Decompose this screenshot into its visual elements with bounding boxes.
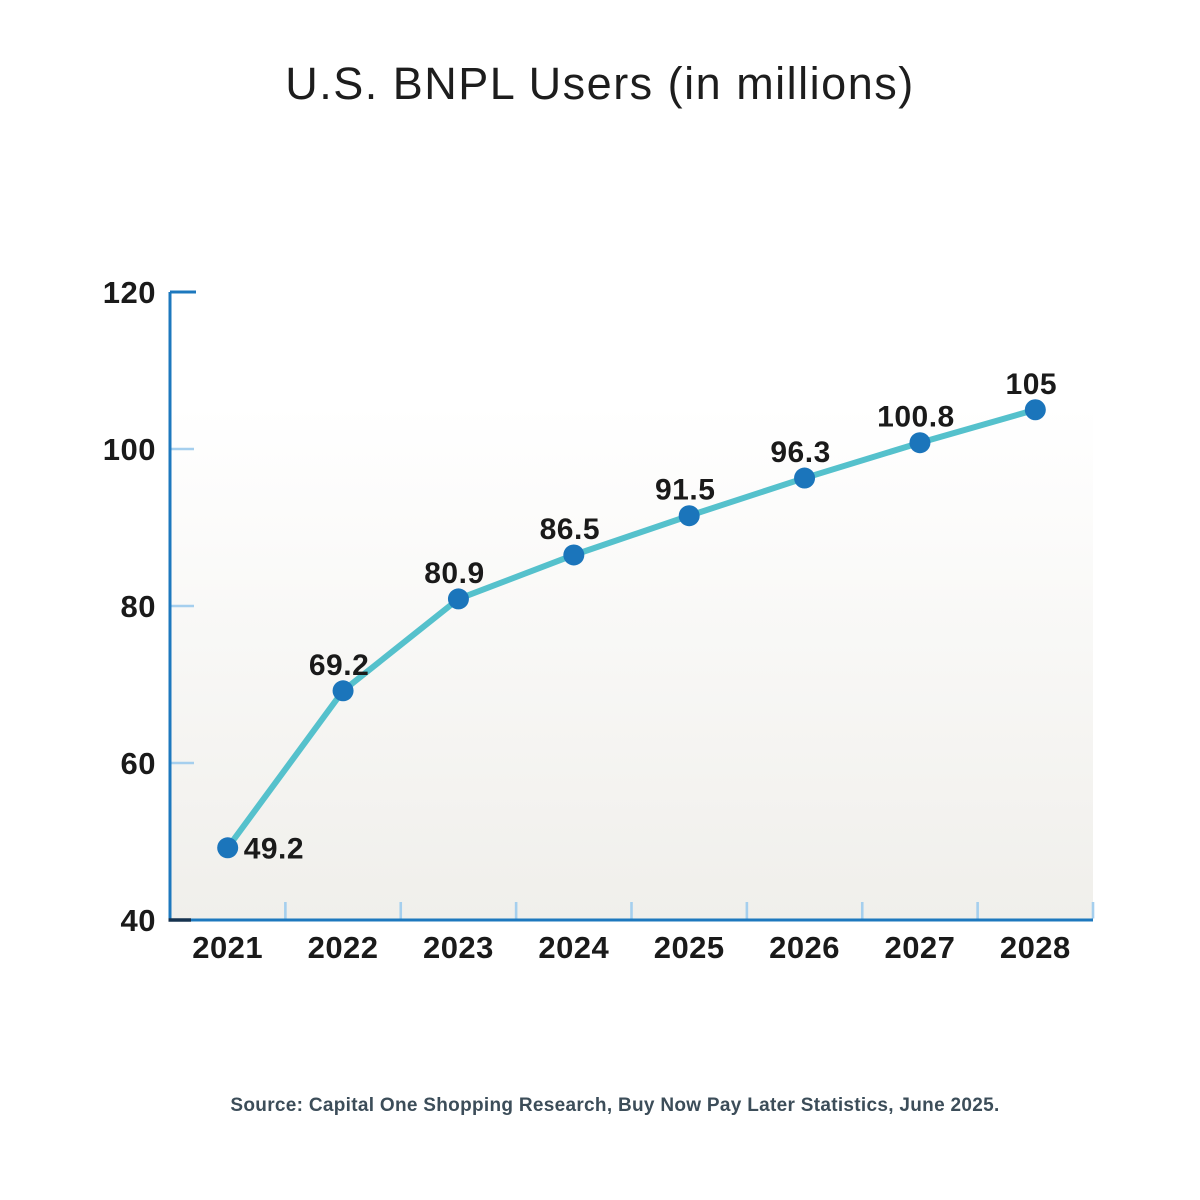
x-axis-tick-label: 2021	[192, 930, 263, 965]
trend-line	[224, 406, 1039, 851]
data-point	[1024, 399, 1046, 421]
x-axis-tick-label: 2026	[769, 930, 840, 965]
y-axis-tick-label: 80	[121, 589, 156, 624]
data-point-label: 91.5	[655, 474, 715, 507]
x-axis-tick-label: 2024	[538, 930, 609, 965]
x-axis-tick-label: 2027	[884, 930, 955, 965]
data-point	[563, 544, 585, 566]
data-point-label: 100.8	[877, 401, 955, 434]
data-point	[447, 588, 469, 610]
x-axis-tick-label: 2023	[423, 930, 494, 965]
y-axis-tick-label: 60	[121, 746, 156, 781]
source-note: Source: Capital One Shopping Research, B…	[230, 1095, 1000, 1116]
y-axis-tick-label: 40	[121, 903, 156, 938]
data-point-label: 96.3	[770, 436, 830, 469]
y-axis-tick-label: 120	[103, 275, 156, 310]
data-point	[332, 680, 354, 702]
data-point-label: 86.5	[540, 513, 600, 546]
data-point	[794, 467, 816, 489]
data-point	[909, 432, 931, 454]
data-point-label: 49.2	[244, 832, 304, 865]
chart-title: U.S. BNPL Users (in millions)	[285, 58, 915, 109]
y-axis-tick-label: 100	[103, 432, 156, 467]
plot-background	[170, 292, 1093, 920]
data-point	[217, 837, 239, 859]
data-point-label: 80.9	[424, 557, 484, 590]
data-point-label: 105	[1006, 368, 1058, 401]
x-axis-tick-label: 2025	[654, 930, 725, 965]
data-point-label: 69.2	[309, 649, 369, 682]
x-axis-tick-label: 2022	[308, 930, 379, 965]
x-axis-tick-label: 2028	[1000, 930, 1071, 965]
data-point	[678, 505, 700, 527]
